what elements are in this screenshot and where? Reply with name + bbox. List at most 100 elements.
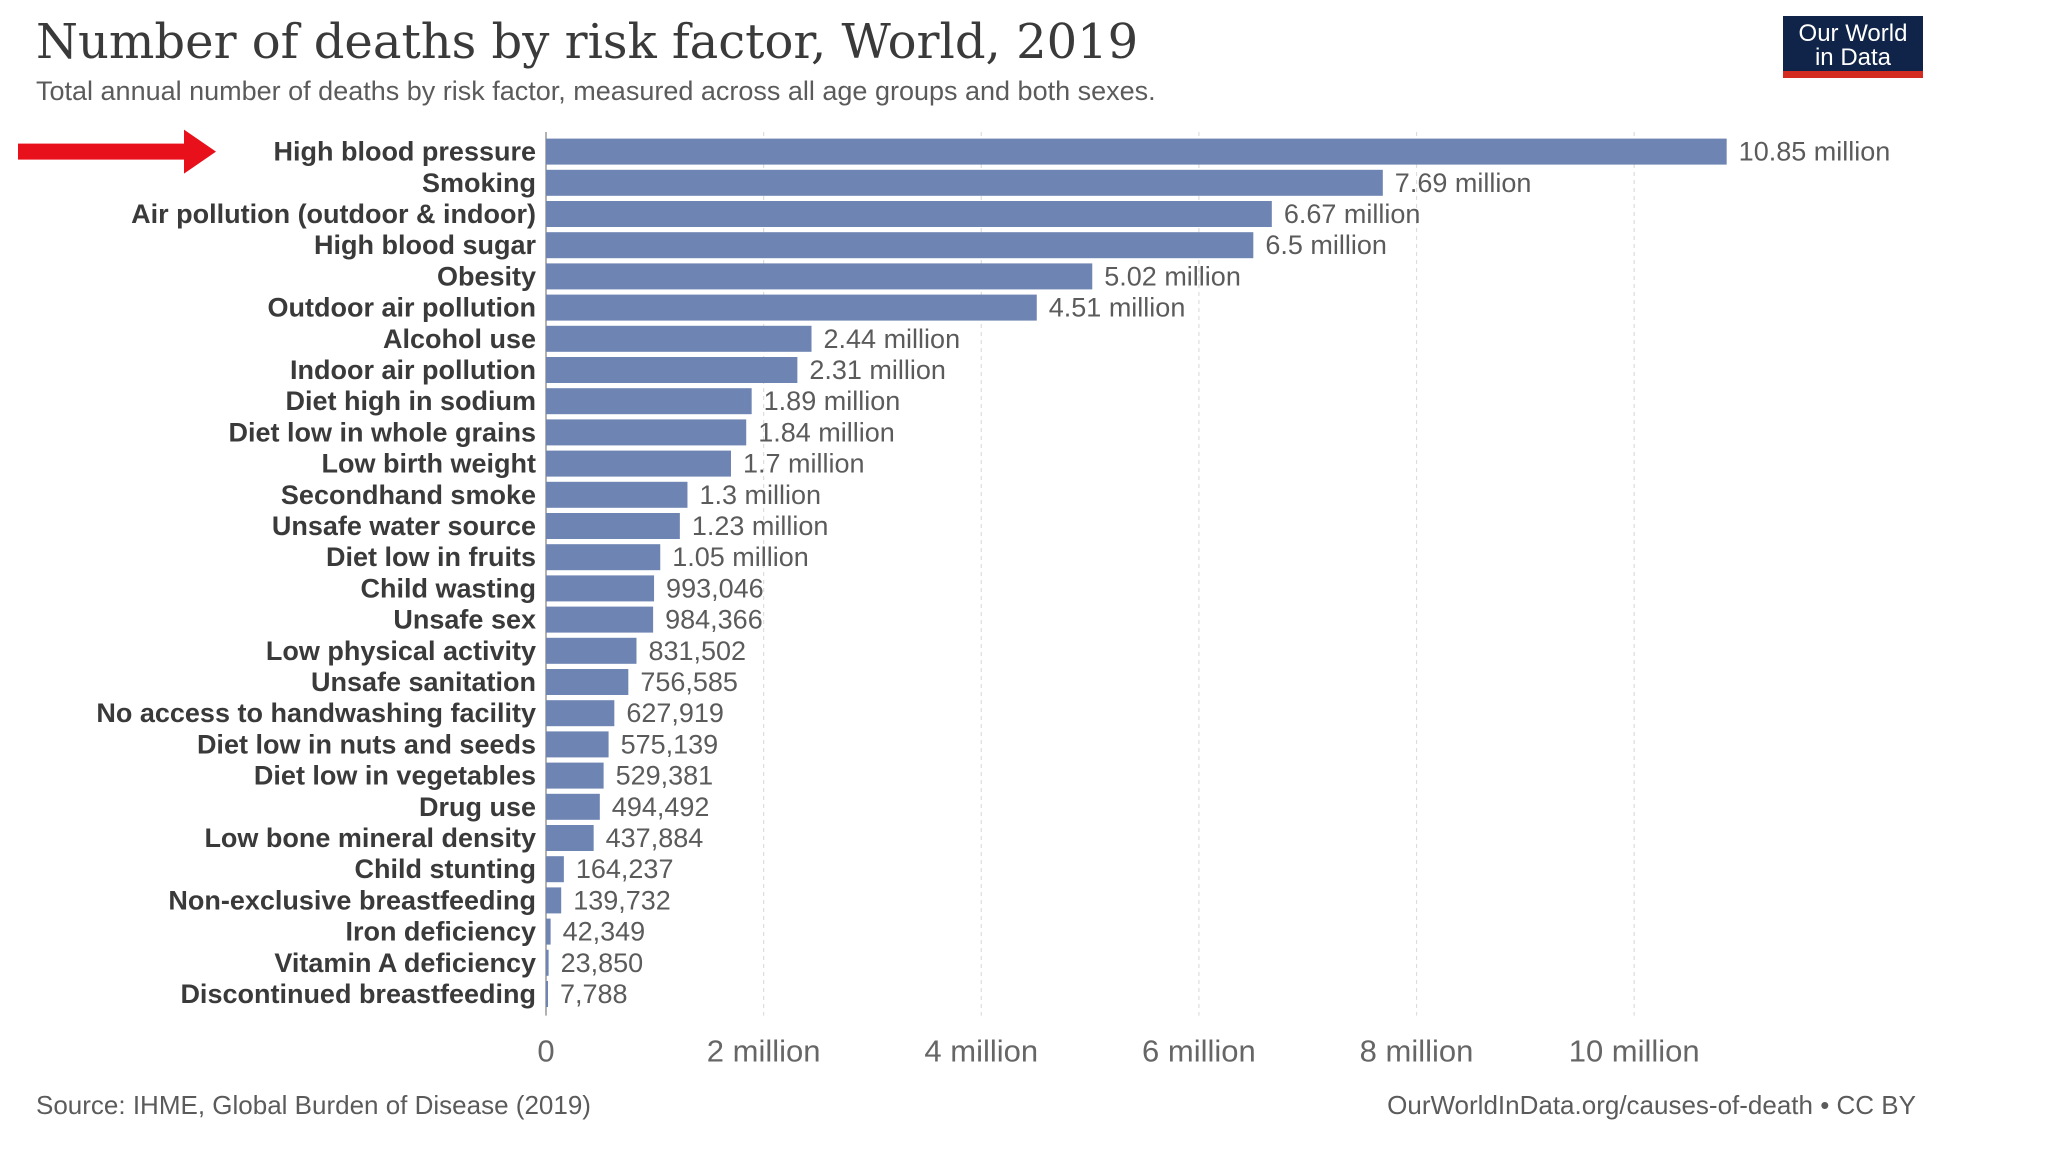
value-label: 529,381	[616, 761, 714, 791]
category-label: Indoor air pollution	[290, 355, 536, 385]
value-label: 164,237	[576, 854, 674, 884]
chart-subtitle: Total annual number of deaths by risk fa…	[36, 76, 1156, 106]
value-label: 2.31 million	[809, 355, 946, 385]
category-label: Diet low in vegetables	[254, 761, 536, 791]
logo-line-1: Our World	[1798, 20, 1908, 47]
category-label: Vitamin A deficiency	[274, 948, 536, 978]
category-label: Low birth weight	[322, 449, 536, 479]
category-label: Secondhand smoke	[281, 480, 536, 510]
category-label: Unsafe sex	[393, 605, 536, 635]
bar[interactable]	[546, 201, 1272, 227]
value-label: 1.7 million	[743, 449, 865, 479]
value-label: 756,585	[640, 667, 738, 697]
bar[interactable]	[546, 731, 609, 758]
bar[interactable]	[546, 575, 655, 602]
category-label: Child stunting	[355, 854, 536, 884]
value-label: 575,139	[621, 729, 719, 759]
value-label: 6.5 million	[1265, 230, 1387, 260]
value-label: 42,349	[563, 917, 646, 947]
bar[interactable]	[546, 793, 600, 820]
chart-title: Number of deaths by risk factor, World, …	[36, 14, 1139, 70]
bar[interactable]	[546, 949, 549, 976]
bar[interactable]	[546, 825, 594, 851]
category-label: Child wasting	[361, 573, 537, 603]
value-label: 4.51 million	[1049, 293, 1186, 323]
value-label: 6.67 million	[1284, 199, 1421, 229]
category-label: Alcohol use	[383, 324, 536, 354]
arrow-head	[184, 129, 216, 174]
x-tick-label: 0	[537, 1034, 554, 1069]
owid-logo[interactable]: Our World in Data	[1783, 16, 1923, 78]
category-label: Discontinued breastfeeding	[180, 979, 536, 1009]
value-label: 831,502	[648, 636, 746, 666]
category-label: No access to handwashing facility	[96, 698, 536, 728]
bar[interactable]	[546, 450, 731, 477]
category-label: Obesity	[437, 261, 536, 291]
bar[interactable]	[546, 169, 1383, 196]
category-label: Diet low in whole grains	[228, 417, 536, 447]
value-label: 984,366	[665, 605, 763, 635]
bar[interactable]	[546, 325, 812, 352]
value-label: 7.69 million	[1395, 168, 1532, 198]
value-label: 5.02 million	[1104, 261, 1241, 291]
bar[interactable]	[546, 263, 1093, 290]
bar[interactable]	[546, 481, 688, 508]
category-label: High blood sugar	[314, 230, 536, 260]
value-label: 1.3 million	[699, 480, 821, 510]
bar[interactable]	[546, 513, 680, 539]
category-label: Non-exclusive breastfeeding	[168, 885, 536, 915]
bar[interactable]	[546, 700, 615, 727]
bar[interactable]	[546, 918, 551, 945]
category-label: Unsafe water source	[272, 511, 536, 541]
bar[interactable]	[546, 232, 1254, 259]
category-label: Diet low in fruits	[326, 542, 536, 572]
value-label: 7,788	[560, 979, 628, 1009]
annotation-arrow	[18, 129, 216, 174]
arrow-shaft	[18, 143, 188, 160]
bar[interactable]	[546, 388, 752, 415]
credit-link[interactable]: OurWorldInData.org/causes-of-death • CC …	[1387, 1090, 1916, 1120]
bar[interactable]	[546, 544, 661, 571]
x-tick-label: 2 million	[707, 1034, 821, 1069]
value-label: 1.84 million	[758, 417, 895, 447]
value-label: 1.05 million	[672, 542, 809, 572]
value-label: 993,046	[666, 573, 764, 603]
labels: 0 2 million 4 million 6 million 8 million 10 …	[96, 137, 1890, 1069]
category-label: Outdoor air pollution	[268, 293, 536, 323]
bar[interactable]	[546, 419, 747, 446]
category-label: Low bone mineral density	[204, 823, 536, 853]
logo-line-2: in Data	[1814, 44, 1892, 71]
category-label: Smoking	[422, 168, 536, 198]
category-label: Low physical activity	[266, 636, 536, 666]
x-tick-label: 10 million	[1569, 1034, 1700, 1069]
bar[interactable]	[546, 887, 562, 914]
x-tick-label: 6 million	[1142, 1034, 1256, 1069]
value-label: 1.89 million	[764, 386, 901, 416]
bar[interactable]	[546, 138, 1727, 165]
bar[interactable]	[546, 294, 1037, 321]
category-label: Unsafe sanitation	[311, 667, 536, 697]
category-label: Iron deficiency	[345, 917, 536, 947]
category-label: Air pollution (outdoor & indoor)	[131, 199, 536, 229]
bar[interactable]	[546, 357, 798, 383]
bars	[546, 138, 1727, 1007]
value-label: 437,884	[606, 823, 704, 853]
value-label: 10.85 million	[1739, 137, 1891, 167]
bar[interactable]	[546, 637, 637, 664]
x-tick-label: 4 million	[924, 1034, 1038, 1069]
value-label: 23,850	[561, 948, 644, 978]
value-label: 494,492	[612, 792, 710, 822]
value-label: 139,732	[573, 885, 671, 915]
bar[interactable]	[546, 669, 629, 695]
category-label: Diet low in nuts and seeds	[197, 729, 536, 759]
value-label: 1.23 million	[692, 511, 829, 541]
source-note: Source: IHME, Global Burden of Disease (…	[36, 1090, 591, 1120]
bar[interactable]	[546, 856, 564, 883]
category-label: High blood pressure	[273, 137, 536, 167]
category-label: Drug use	[419, 792, 536, 822]
bar[interactable]	[546, 606, 654, 633]
bar[interactable]	[546, 762, 604, 789]
x-tick-label: 8 million	[1360, 1034, 1474, 1069]
bar[interactable]	[546, 981, 548, 1007]
